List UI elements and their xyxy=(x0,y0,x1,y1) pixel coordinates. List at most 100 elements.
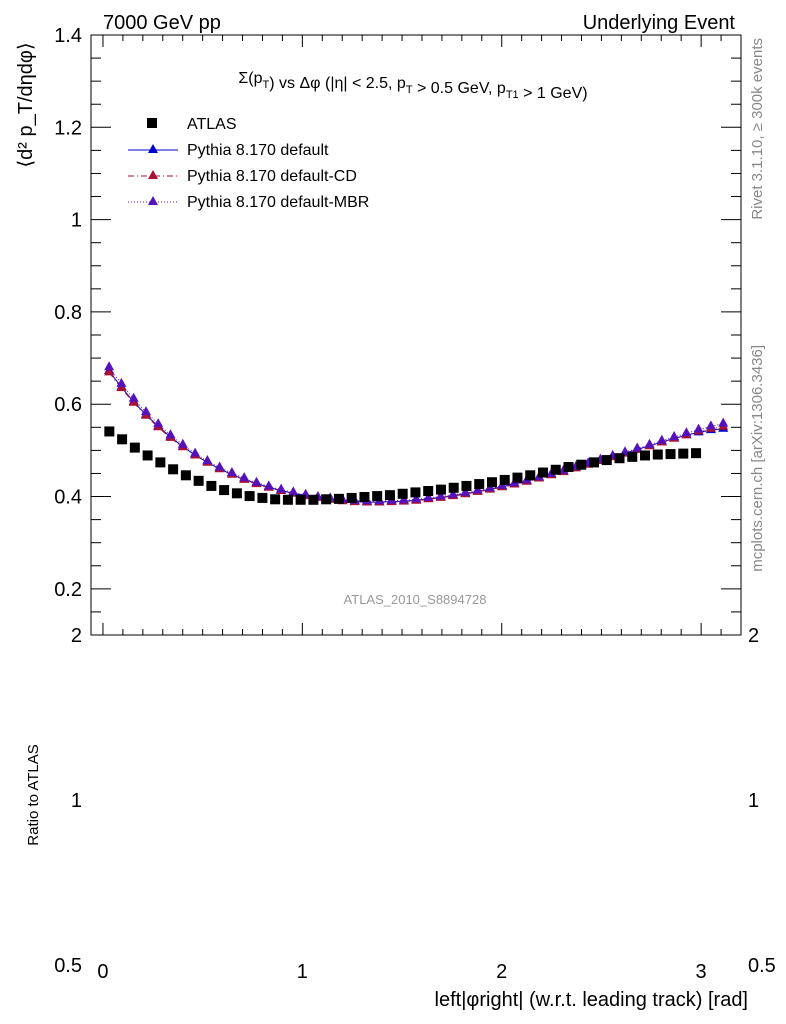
x-axis-tick-labels: 0 1 2 3 xyxy=(97,961,706,983)
atlas-point xyxy=(193,475,204,486)
atlas-point xyxy=(537,467,548,478)
y-tick-label: 0.6 xyxy=(54,394,82,416)
pythia-mbr-point xyxy=(263,480,274,490)
atlas-point xyxy=(461,480,472,491)
atlas-point xyxy=(155,457,166,468)
atlas-point xyxy=(257,492,268,503)
ratio-tick-label-right: 0.5 xyxy=(748,955,776,977)
pythia-mbr-point xyxy=(251,476,262,486)
ratio-axis-labels: 0.5 0.5 1 1 2 2 xyxy=(54,625,776,977)
legend-marker-mbr xyxy=(148,196,158,205)
pythia-mbr-point xyxy=(239,472,250,482)
atlas-point xyxy=(474,479,485,490)
mcplots-info: mcplots.cern.ch [arXiv:1306.3436] xyxy=(749,345,766,572)
pythia-mbr-point xyxy=(632,442,643,452)
atlas-point xyxy=(231,488,242,499)
atlas-point xyxy=(563,462,574,472)
atlas-point xyxy=(168,464,179,475)
y-tick-label: 0.4 xyxy=(54,487,82,509)
header-energy: 7000 GeV pp xyxy=(103,12,221,34)
atlas-point xyxy=(282,494,293,505)
legend-label-mbr: Pythia 8.170 default-MBR xyxy=(187,194,369,211)
pythia-mbr-point xyxy=(656,434,667,444)
header-analysis: Underlying Event xyxy=(583,12,736,34)
pythia-mbr-point xyxy=(202,455,213,464)
ratio-tick-label-left: 1 xyxy=(71,790,82,812)
atlas-point xyxy=(576,459,587,470)
atlas-point xyxy=(219,485,230,496)
atlas-point xyxy=(397,488,408,499)
series-pythia-default-mbr xyxy=(104,361,729,505)
y-tick-label: 1.4 xyxy=(54,25,82,47)
y-axis-label: ⟨d² p_T/dηdφ⟩ xyxy=(15,42,37,167)
pythia-mbr-point xyxy=(718,417,729,427)
x-tick-label: 3 xyxy=(696,961,707,983)
atlas-point xyxy=(435,484,446,495)
legend: ATLAS Pythia 8.170 default Pythia 8.170 … xyxy=(128,116,369,211)
pythia-mbr-point xyxy=(104,361,115,371)
atlas-point xyxy=(180,470,191,481)
atlas-point xyxy=(372,491,383,502)
atlas-point xyxy=(423,486,434,496)
pythia-cd-point xyxy=(104,366,115,376)
atlas-point xyxy=(499,474,510,485)
ratio-tick-label-left: 2 xyxy=(71,625,82,647)
atlas-point xyxy=(601,455,612,466)
analysis-watermark: ATLAS_2010_S8894728 xyxy=(344,592,487,607)
atlas-point xyxy=(652,449,663,460)
plot-title: Σ(pT) vs Δφ (|η| < 2.5, pT > 0.5 GeV, pT… xyxy=(238,70,587,102)
x-axis-label: left|φright| (w.r.t. leading track) [rad… xyxy=(435,989,748,1011)
atlas-point xyxy=(448,482,459,493)
atlas-point xyxy=(525,470,536,481)
ratio-tick-label-right: 2 xyxy=(748,625,759,647)
y-tick-label: 0.8 xyxy=(54,302,82,324)
pythia-mbr-point xyxy=(669,431,680,440)
legend-label-atlas: ATLAS xyxy=(187,116,237,133)
legend-marker-atlas xyxy=(147,118,157,128)
y-tick-label: 1.2 xyxy=(54,117,82,139)
atlas-point xyxy=(678,448,689,459)
atlas-point xyxy=(129,442,140,453)
atlas-point xyxy=(665,449,676,460)
series-atlas xyxy=(104,426,702,505)
pythia-mbr-point xyxy=(153,418,164,428)
atlas-point xyxy=(550,464,561,475)
pythia-mbr-point xyxy=(448,488,458,498)
y-tick-label: 1 xyxy=(71,210,82,232)
x-tick-label: 2 xyxy=(496,961,507,983)
x-tick-label: 0 xyxy=(97,961,108,983)
rivet-info: Rivet 3.1.10, ≥ 300k events xyxy=(749,38,766,220)
pythia-mbr-point xyxy=(411,493,422,503)
pythia-mbr-point xyxy=(165,429,176,439)
atlas-point xyxy=(512,472,523,483)
legend-marker-default xyxy=(148,144,158,153)
atlas-point xyxy=(117,434,128,445)
atlas-point xyxy=(244,491,255,502)
ratio-tick-label-left: 0.5 xyxy=(54,955,82,977)
ratio-plot-frame xyxy=(91,635,741,965)
pythia-mbr-point xyxy=(693,423,704,433)
ratio-axis-label: Ratio to ATLAS xyxy=(25,744,42,845)
pythia-mbr-point xyxy=(190,447,201,457)
pythia-mbr-point xyxy=(141,406,151,416)
atlas-point xyxy=(295,494,306,505)
pythia-mbr-point xyxy=(460,486,471,496)
atlas-point xyxy=(640,450,651,461)
main-axis-ticks: 0.2 0.4 0.6 0.8 1 1.2 1.4 xyxy=(54,25,741,636)
y-tick-label: 0.2 xyxy=(54,579,82,601)
atlas-point xyxy=(308,494,319,505)
atlas-point xyxy=(589,457,600,468)
legend-marker-cd xyxy=(148,170,158,179)
atlas-point xyxy=(614,453,625,464)
atlas-point xyxy=(384,490,395,501)
atlas-point xyxy=(270,494,281,505)
atlas-point xyxy=(627,451,638,462)
pythia-mbr-point xyxy=(226,467,237,476)
pythia-mbr-point xyxy=(116,377,127,387)
atlas-point xyxy=(206,480,217,491)
legend-label-default: Pythia 8.170 default xyxy=(187,142,329,159)
pythia-mbr-point xyxy=(276,483,287,493)
pythia-mbr-point xyxy=(705,420,716,430)
atlas-point xyxy=(142,450,153,461)
